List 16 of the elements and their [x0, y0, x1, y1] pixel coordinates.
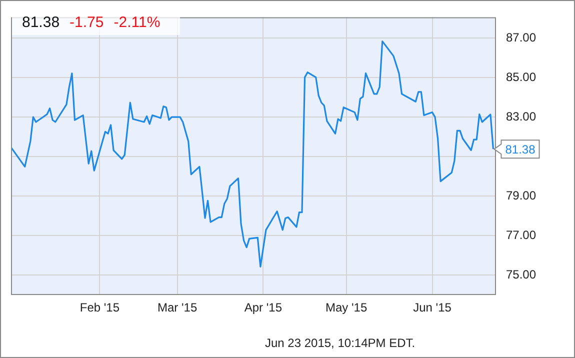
annotation: -2.11% — [114, 14, 160, 31]
y-tick-label: 87.00 — [506, 30, 536, 44]
y-tick-label: 79.00 — [506, 188, 536, 202]
x-tick-label: Feb '15 — [80, 300, 120, 315]
annotation: -1.75 — [70, 14, 104, 31]
annotation: 81.38 — [22, 14, 60, 31]
annotation: 81.38 — [505, 142, 536, 156]
y-tick-label: 77.00 — [506, 228, 536, 242]
x-tick-label: Jun '15 — [413, 300, 452, 315]
y-tick-label: 75.00 — [506, 268, 536, 282]
x-tick-label: Mar '15 — [157, 300, 198, 315]
y-tick-label: 83.00 — [506, 109, 536, 124]
x-tick-label: Apr '15 — [244, 300, 282, 315]
y-tick-label: 85.00 — [506, 70, 536, 84]
text: Jun 23 2015, 10:14PM EDT. — [265, 336, 416, 350]
x-tick-label: May '15 — [326, 300, 368, 315]
